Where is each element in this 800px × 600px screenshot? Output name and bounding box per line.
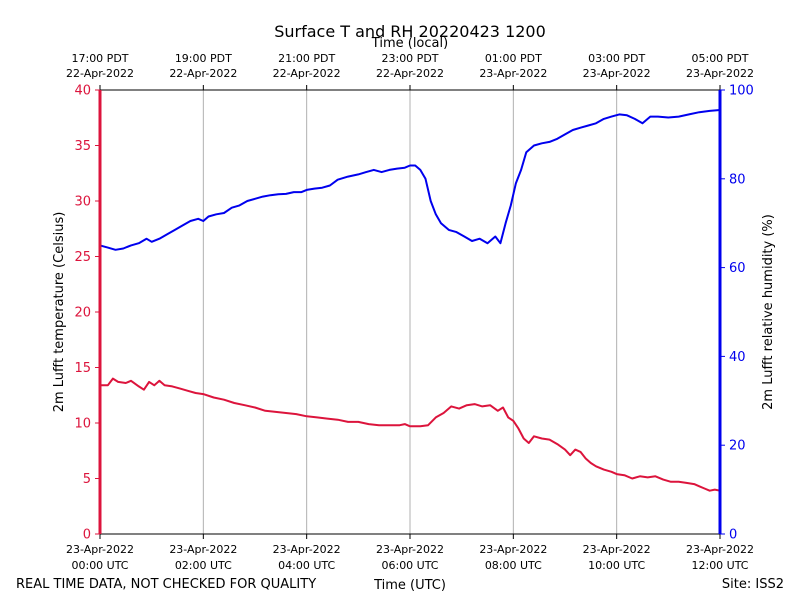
y-left-tick-label: 20	[74, 306, 91, 321]
top-tick-label-time: 17:00 PDT	[71, 52, 128, 65]
x-tick-label-time: 02:00 UTC	[175, 559, 232, 572]
top-tick-label-date: 22-Apr-2022	[66, 67, 134, 80]
humidity-series-line	[99, 109, 721, 251]
top-axis-label: Time (local)	[371, 36, 448, 51]
y-right-tick-label: 40	[729, 350, 746, 365]
x-tick-label-time: 00:00 UTC	[71, 559, 128, 572]
top-tick-label-time: 19:00 PDT	[175, 52, 232, 65]
x-tick-label-date: 23-Apr-2022	[66, 543, 134, 556]
top-tick-label-time: 01:00 PDT	[485, 52, 542, 65]
x-tick-label-time: 10:00 UTC	[588, 559, 645, 572]
y-right-tick-label: 100	[729, 84, 754, 99]
y-left-tick-label: 40	[74, 84, 91, 99]
y-left-tick-label: 10	[74, 417, 91, 432]
footer-site: Site: ISS2	[722, 577, 784, 592]
x-tick-label-date: 23-Apr-2022	[169, 543, 237, 556]
chart-title: Surface T and RH 20220423 1200	[274, 22, 546, 41]
y-left-tick-label: 30	[74, 195, 91, 210]
top-tick-label-time: 21:00 PDT	[278, 52, 335, 65]
y-right-tick-label: 60	[729, 261, 746, 276]
y-right-tick-label: 0	[729, 528, 737, 543]
x-tick-label-date: 23-Apr-2022	[376, 543, 444, 556]
y-axis-label-left: 2m Lufft temperature (Celsius)	[52, 212, 67, 413]
top-tick-label-date: 23-Apr-2022	[583, 67, 651, 80]
top-tick-label-time: 05:00 PDT	[691, 52, 748, 65]
x-tick-label-time: 04:00 UTC	[278, 559, 335, 572]
temperature-series-line	[100, 377, 721, 492]
x-tick-label-time: 12:00 UTC	[691, 559, 748, 572]
top-tick-label-time: 23:00 PDT	[381, 52, 438, 65]
top-tick-label-date: 22-Apr-2022	[273, 67, 341, 80]
y-left-tick-label: 25	[74, 250, 91, 265]
x-tick-label-date: 23-Apr-2022	[583, 543, 651, 556]
y-left-tick-label: 5	[83, 472, 91, 487]
top-tick-label-date: 23-Apr-2022	[479, 67, 547, 80]
axis-ticks: 23-Apr-2022 00:00 UTC 23-Apr-2022 02:00 UTC…	[66, 52, 754, 572]
top-tick-label-date: 23-Apr-2022	[686, 67, 754, 80]
x-tick-label-date: 23-Apr-2022	[686, 543, 754, 556]
top-tick-label-date: 22-Apr-2022	[376, 67, 444, 80]
x-tick-label-date: 23-Apr-2022	[479, 543, 547, 556]
x-tick-label-time: 06:00 UTC	[381, 559, 438, 572]
x-tick-label-date: 23-Apr-2022	[273, 543, 341, 556]
footer-disclaimer: REAL TIME DATA, NOT CHECKED FOR QUALITY	[16, 577, 316, 592]
y-right-tick-label: 20	[729, 439, 746, 454]
gridlines	[202, 90, 618, 534]
y-axis-label-right: 2m Lufft relative humidity (%)	[761, 214, 776, 410]
y-left-tick-label: 0	[83, 528, 91, 543]
y-right-tick-label: 80	[729, 172, 746, 187]
x-tick-label-time: 08:00 UTC	[485, 559, 542, 572]
y-left-tick-label: 15	[74, 361, 91, 376]
top-tick-label-time: 03:00 PDT	[588, 52, 645, 65]
series-layer	[99, 109, 721, 492]
y-left-tick-label: 35	[74, 139, 91, 154]
top-tick-label-date: 22-Apr-2022	[169, 67, 237, 80]
x-axis-label: Time (UTC)	[373, 578, 446, 593]
